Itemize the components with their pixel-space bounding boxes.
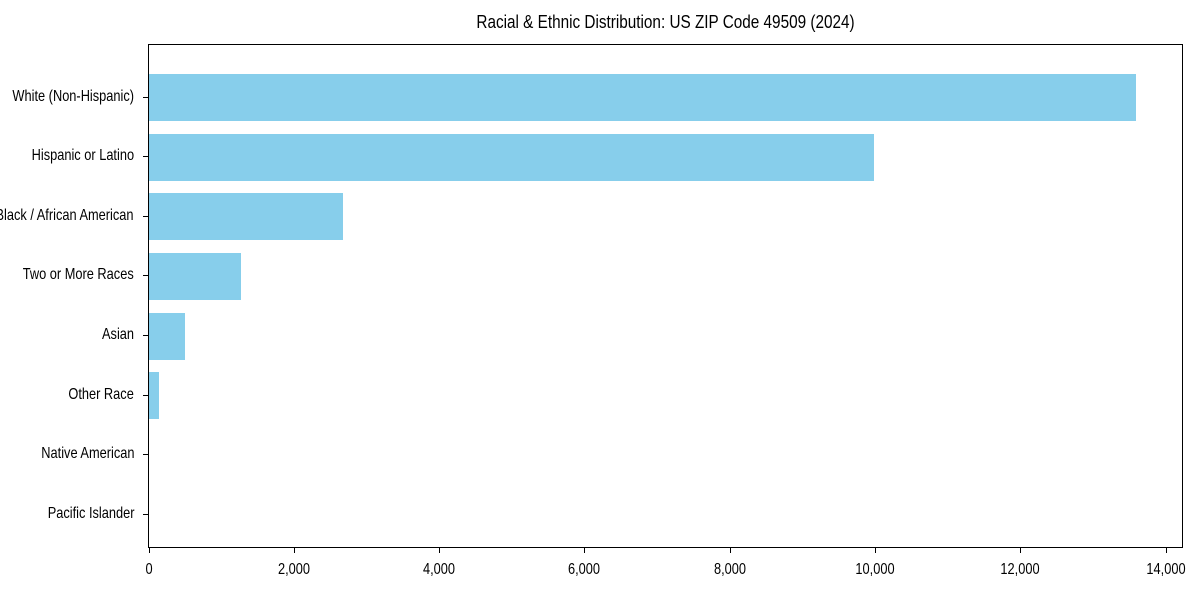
- x-tick-mark: [439, 548, 441, 553]
- x-tick-label: 6,000: [568, 561, 601, 578]
- chart-title: Racial & Ethnic Distribution: US ZIP Cod…: [476, 12, 855, 32]
- bar-white-non-hispanic: [149, 74, 1137, 121]
- y-axis-labels: White (Non-Hispanic) Hispanic or Latino Bl…: [0, 44, 141, 548]
- x-tick-mark: [148, 548, 150, 553]
- x-tick-label: 14,000: [1145, 561, 1186, 578]
- x-tick-mark: [1165, 548, 1167, 553]
- x-tick-label: 2,000: [277, 561, 310, 578]
- y-tick-label: Asian: [101, 326, 134, 344]
- x-tick-label: 10,000: [855, 561, 895, 578]
- bar-asian: [149, 312, 185, 360]
- plot-area: [148, 44, 1183, 548]
- bar-two-or-more-races: [149, 252, 241, 300]
- x-tick-label: 4,000: [423, 561, 456, 578]
- y-tick-label: White (Non-Hispanic): [12, 87, 134, 105]
- y-tick-label: Two or More Races: [23, 266, 134, 284]
- x-tick-mark: [293, 548, 295, 553]
- x-tick-mark: [584, 548, 586, 553]
- x-tick-mark: [874, 548, 876, 553]
- y-tick-mark: [143, 275, 148, 277]
- y-tick-label: Hispanic or Latino: [31, 147, 134, 165]
- x-tick-label: 0: [144, 561, 153, 578]
- y-tick-mark: [143, 513, 148, 515]
- bar-hispanic-or-latino: [149, 133, 874, 181]
- y-tick-label: Other Race: [68, 385, 134, 403]
- y-tick-label: Black / African American: [0, 206, 134, 224]
- y-tick-label: Native American: [40, 445, 134, 463]
- bar-black-african-american: [149, 193, 343, 241]
- y-tick-mark: [143, 215, 148, 217]
- x-tick-label: 12,000: [1000, 561, 1040, 578]
- y-tick-label: Pacific Islander: [47, 504, 134, 522]
- x-tick-mark: [1020, 548, 1022, 553]
- x-tick-mark: [729, 548, 731, 553]
- y-tick-mark: [143, 156, 148, 158]
- x-tick-label: 8,000: [713, 561, 746, 578]
- y-tick-mark: [143, 394, 148, 396]
- y-tick-mark: [143, 96, 148, 98]
- bar-other-race: [149, 372, 160, 420]
- y-tick-mark: [143, 454, 148, 456]
- y-tick-mark: [143, 335, 148, 337]
